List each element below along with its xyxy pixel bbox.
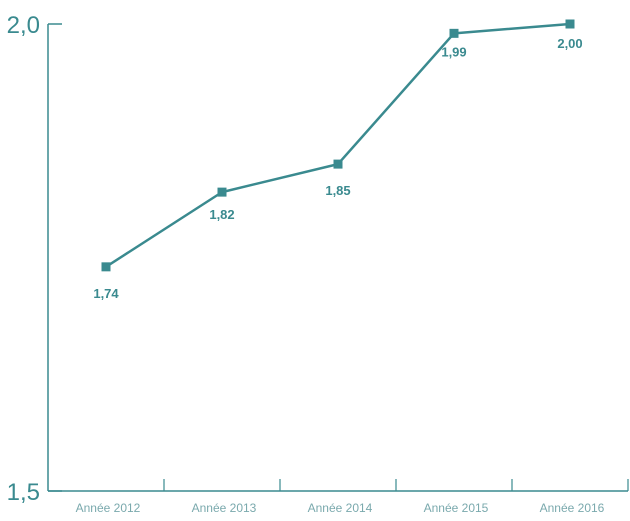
- data-label: 1,82: [209, 207, 234, 222]
- y-tick-label: 2,0: [7, 12, 40, 39]
- x-tick-label: Année 2014: [308, 501, 373, 515]
- data-label: 1,85: [325, 183, 350, 198]
- data-point-marker: [217, 187, 227, 197]
- x-tick-label: Année 2016: [540, 501, 605, 515]
- data-point-marker: [565, 19, 575, 29]
- x-tick-label: Année 2012: [76, 501, 141, 515]
- labels-layer: 1,5 2,0 Année 2012 Année 2013 Année 2014 Anné…: [7, 12, 605, 515]
- axes: [47, 23, 629, 492]
- series-layer: [101, 19, 575, 272]
- y-tick-label: 1,5: [7, 479, 40, 506]
- data-point-marker: [333, 159, 343, 169]
- data-point-marker: [101, 262, 111, 272]
- data-label: 2,00: [557, 36, 582, 51]
- data-label: 1,74: [93, 286, 119, 301]
- data-point-marker: [449, 28, 459, 38]
- x-tick-label: Année 2013: [192, 501, 257, 515]
- x-tick-label: Année 2015: [424, 501, 489, 515]
- data-label: 1,99: [441, 44, 466, 59]
- series-line: [105, 22, 571, 268]
